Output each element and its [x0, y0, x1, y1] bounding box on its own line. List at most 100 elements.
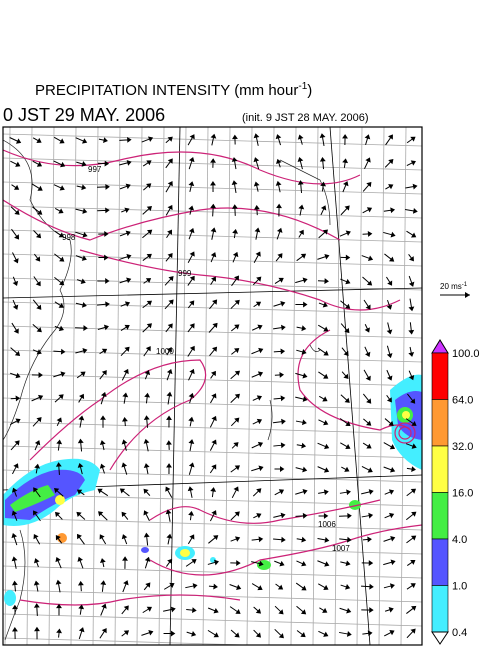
isobar-label: 1006	[318, 520, 336, 529]
wind-arrow	[10, 347, 21, 357]
wind-arrow	[165, 158, 173, 169]
wind-arrow	[408, 322, 415, 335]
wind-arrow	[98, 231, 109, 237]
wind-arrow	[56, 603, 62, 616]
wind-arrow	[340, 323, 350, 334]
wind-arrow	[33, 603, 40, 616]
wind-arrow	[384, 253, 395, 262]
wind-arrow	[99, 534, 107, 545]
wind-arrow	[119, 136, 132, 143]
wind-arrow	[231, 204, 238, 216]
wind-arrow	[53, 136, 65, 144]
wind-arrow	[141, 629, 154, 636]
colorbar-label: 4.0	[452, 534, 467, 546]
wind-arrow	[142, 300, 153, 309]
wind-arrow	[230, 393, 240, 404]
wind-arrow	[33, 230, 42, 239]
wind-arrow	[99, 463, 106, 474]
wind-arrow	[187, 323, 195, 333]
wind-arrow	[165, 181, 173, 193]
wind-arrow	[384, 159, 394, 168]
wind-arrow	[121, 207, 130, 214]
wind-arrow	[119, 230, 131, 237]
wind-arrow	[385, 134, 393, 146]
wind-arrow	[54, 488, 64, 497]
wind-arrow	[318, 302, 328, 308]
colorbar-segment	[431, 445, 449, 493]
wind-arrow	[78, 604, 85, 615]
colorbar-label: 16.0	[452, 488, 473, 500]
wind-arrow	[78, 627, 85, 640]
wind-arrow	[273, 536, 286, 543]
wind-arrow	[56, 628, 62, 638]
wind-arrow	[317, 466, 330, 473]
wind-arrow	[142, 229, 153, 239]
init-time: (init. 9 JST 28 MAY. 2006)	[242, 112, 369, 124]
wind-arrow	[207, 559, 220, 566]
wind-arrow	[77, 580, 84, 592]
grid-line	[92, 127, 99, 645]
wind-arrow	[53, 348, 66, 355]
wind-arrow	[339, 607, 352, 614]
wind-arrow	[97, 278, 110, 284]
wind-arrow	[10, 372, 21, 379]
wind-arrow	[296, 560, 307, 567]
wind-arrow	[78, 415, 85, 428]
wind-arrow	[274, 560, 285, 567]
wind-arrow	[77, 438, 84, 452]
wind-arrow	[121, 630, 130, 637]
wind-arrow	[210, 393, 217, 404]
wind-arrow	[186, 607, 197, 614]
wind-arrow	[251, 465, 264, 472]
wind-arrow	[252, 488, 262, 497]
wind-arrow	[340, 205, 350, 216]
wind-arrow	[75, 137, 88, 144]
wind-arrow	[163, 582, 175, 590]
wind-arrow	[165, 204, 173, 216]
wind-arrow	[77, 462, 84, 475]
wind-arrow	[406, 605, 417, 614]
wind-arrow	[144, 556, 151, 569]
wind-arrow	[230, 324, 240, 332]
wind-arrow	[231, 157, 238, 170]
colorbar-segment	[431, 399, 449, 447]
wind-arrow	[208, 583, 218, 590]
wind-arrow	[275, 253, 283, 262]
wind-arrow	[273, 324, 286, 331]
colorbar-label: 64.0	[452, 395, 473, 407]
grid-line	[3, 637, 262, 645]
wind-arrow	[251, 371, 264, 378]
wind-arrow	[32, 349, 42, 355]
wind-arrow	[33, 276, 41, 287]
wind-arrow	[122, 392, 129, 404]
wind-arrow	[12, 299, 19, 310]
wind-arrow	[34, 440, 41, 451]
wind-arrow	[232, 229, 239, 239]
wind-arrow	[317, 347, 329, 356]
wind-arrow	[408, 298, 415, 312]
wind-arrow	[53, 371, 66, 378]
wind-arrow	[100, 558, 106, 568]
colorbar-label: 100.0	[452, 348, 480, 360]
wind-arrow	[406, 136, 416, 144]
wind-arrow	[231, 180, 238, 193]
wind-arrow	[143, 488, 151, 496]
wind-arrow	[254, 227, 261, 240]
wind-arrow	[76, 489, 85, 496]
wind-arrow	[275, 134, 282, 146]
wind-arrow	[210, 227, 217, 240]
wind-arrow	[143, 438, 150, 452]
wind-arrow	[363, 299, 371, 310]
wind-arrow	[362, 630, 373, 637]
wind-arrow	[296, 536, 307, 543]
wind-arrow	[253, 301, 262, 308]
wind-arrow	[274, 372, 285, 378]
wind-arrow	[120, 301, 131, 307]
wind-arrow	[166, 391, 173, 405]
wind-arrow	[121, 439, 128, 451]
wind-arrow	[274, 466, 285, 472]
wind-arrow	[209, 464, 217, 474]
key-sup: -1	[462, 282, 468, 288]
wind-arrow	[187, 300, 195, 309]
precip-area	[349, 500, 361, 510]
